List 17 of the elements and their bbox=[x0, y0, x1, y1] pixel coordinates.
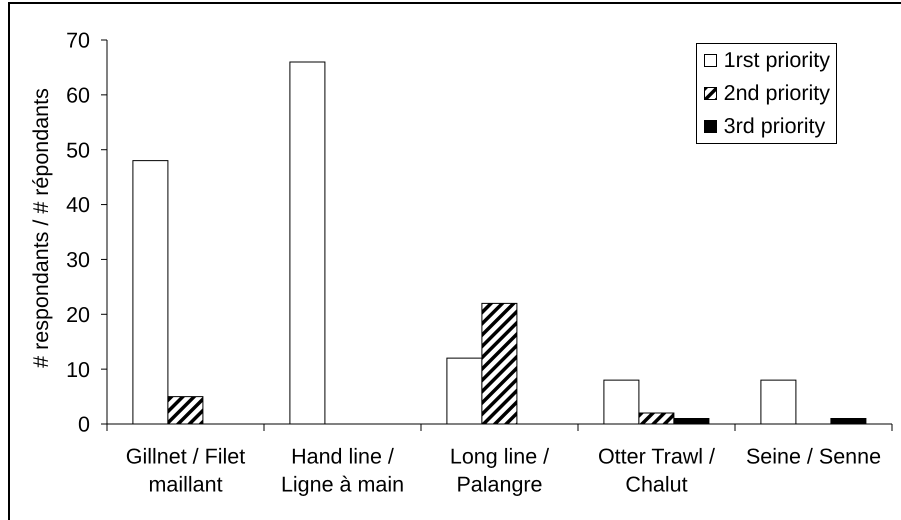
y-axis-title: # respondants / # répondants bbox=[29, 88, 53, 368]
x-tick-label: Gillnet / Filet maillant bbox=[126, 444, 246, 496]
x-tick-label: Hand line / Ligne à main bbox=[280, 444, 404, 496]
y-tick-label: 40 bbox=[66, 193, 90, 218]
legend-label: 1rst priority bbox=[724, 48, 830, 73]
y-tick-label: 30 bbox=[66, 248, 90, 272]
x-tick-label: Seine / Senne bbox=[746, 444, 882, 468]
y-tick-label: 10 bbox=[66, 358, 90, 382]
x-tick-label: Long line / Palangre bbox=[450, 444, 550, 496]
legend-label: 2nd priority bbox=[724, 81, 830, 106]
legend-label: 3rd priority bbox=[724, 114, 826, 139]
x-tick-label: Otter Trawl / Chalut bbox=[598, 444, 716, 496]
y-tick-label: 70 bbox=[66, 28, 90, 53]
y-tick-label: 60 bbox=[66, 83, 90, 108]
y-tick-label: 0 bbox=[78, 412, 90, 437]
y-tick-label: 50 bbox=[66, 138, 90, 162]
y-tick-label: 20 bbox=[66, 302, 90, 327]
